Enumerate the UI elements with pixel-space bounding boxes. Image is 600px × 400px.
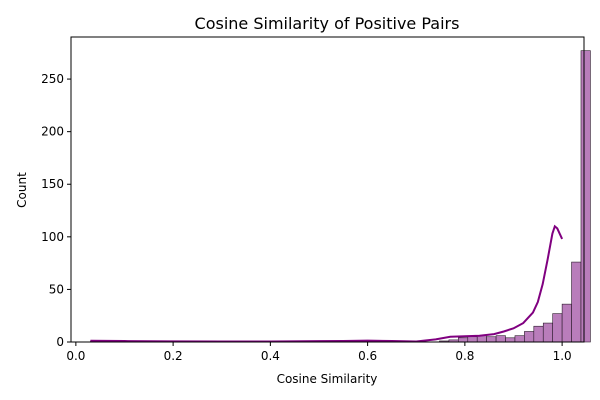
kde-curve: [90, 224, 564, 343]
y-tick-label: 200: [41, 125, 64, 139]
x-tick-label: 0.0: [66, 349, 85, 363]
y-tick-label: 0: [56, 335, 64, 349]
y-tick-label: 100: [41, 230, 64, 244]
y-axis-label: Count: [15, 172, 29, 208]
histogram-bar: [542, 322, 553, 343]
y-tick-label: 50: [49, 282, 64, 296]
chart-title: Cosine Similarity of Positive Pairs: [195, 14, 460, 33]
x-tick-label: 1.0: [553, 349, 572, 363]
histogram-bar: [514, 335, 525, 343]
histogram-bar: [458, 337, 469, 343]
histogram-bar: [467, 336, 478, 343]
histogram-bar: [495, 335, 506, 343]
x-tick-label: 0.6: [358, 349, 377, 363]
x-tick-label: 0.4: [261, 349, 280, 363]
histogram-bar: [505, 337, 516, 343]
y-tick-label: 150: [41, 177, 64, 191]
y-tick-label: 250: [41, 72, 64, 86]
histogram-bar: [524, 331, 535, 343]
histogram-bar: [571, 261, 582, 343]
x-tick-label: 0.8: [455, 349, 474, 363]
x-tick-label: 0.2: [164, 349, 183, 363]
histogram-bar: [561, 303, 572, 343]
histogram-bar: [486, 336, 497, 343]
y-axis-ticks: 0 50 100 150 200 250: [41, 72, 71, 349]
histogram-bar: [533, 325, 544, 343]
plot-area-frame: [70, 36, 585, 343]
histogram-bar: [552, 313, 563, 343]
histogram-bar: [580, 50, 591, 343]
x-axis-ticks: 0.0 0.2 0.4 0.6 0.8 1.0: [66, 342, 572, 363]
x-axis-label: Cosine Similarity: [277, 372, 378, 386]
